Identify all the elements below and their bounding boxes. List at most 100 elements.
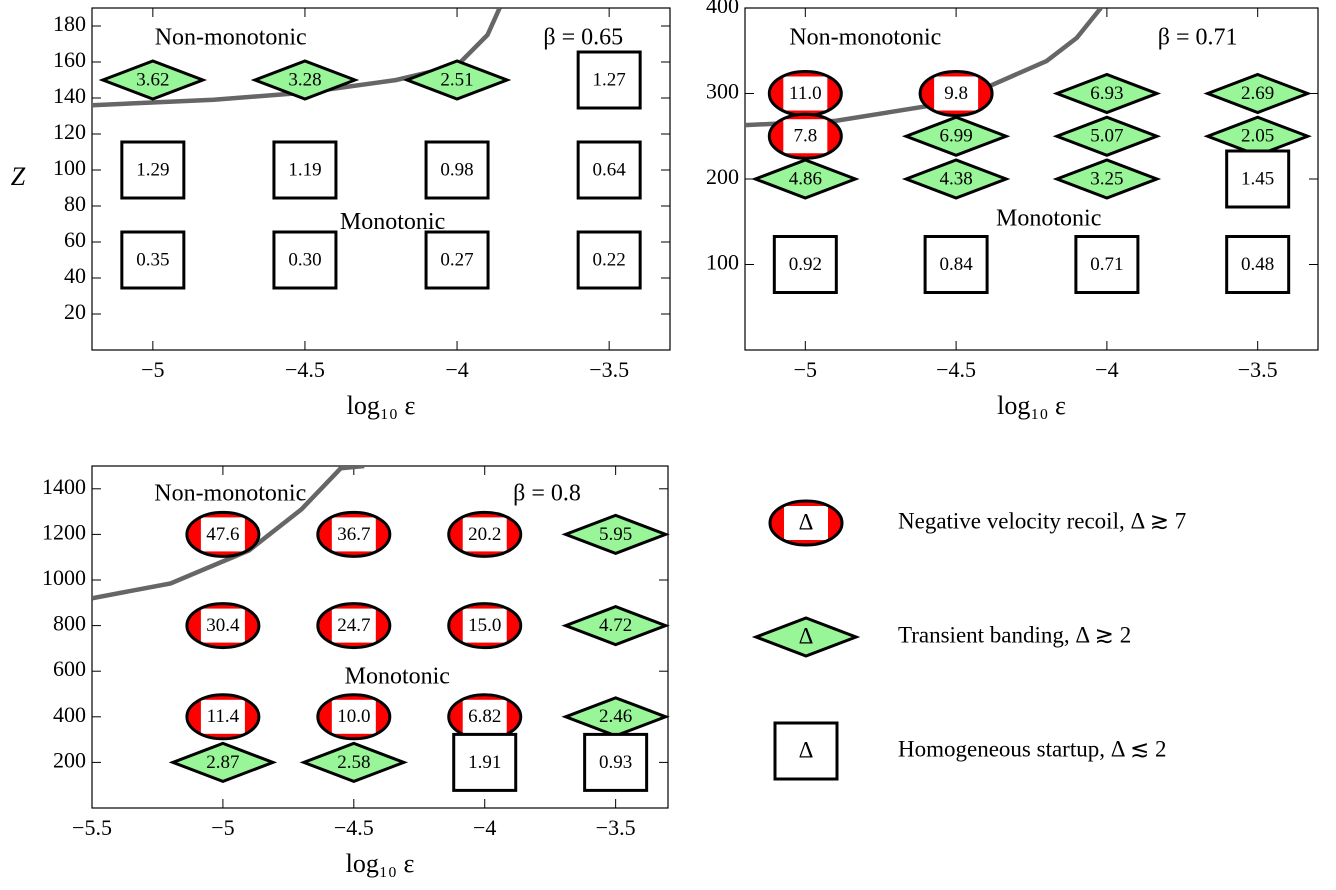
- data-label: 2.69: [1241, 83, 1274, 104]
- x-tick-label: −4.5: [936, 357, 976, 382]
- marker-ellipse: [316, 510, 392, 558]
- data-label: 10.0: [337, 706, 370, 727]
- x-tick-label: −3.5: [589, 357, 629, 382]
- x-tick-label: −4.5: [285, 357, 325, 382]
- x-tick-label: −3.5: [1238, 357, 1278, 382]
- marker-square: [272, 140, 338, 200]
- data-label: 24.7: [337, 615, 370, 636]
- marker-diamond: [1203, 115, 1312, 157]
- data-label: 0.35: [136, 249, 169, 270]
- data-label: 0.84: [939, 254, 973, 275]
- marker-diamond: [901, 158, 1011, 200]
- y-tick-label: 1400: [42, 474, 86, 499]
- data-label: 0.64: [593, 159, 627, 180]
- y-tick-label: 180: [53, 11, 86, 36]
- legend-marker: [751, 616, 861, 658]
- data-label: 4.72: [599, 615, 632, 636]
- data-label: 0.92: [789, 254, 822, 275]
- data-label: 0.71: [1090, 254, 1123, 275]
- marker-ellipse: [316, 602, 392, 650]
- data-label: 0.93: [599, 752, 632, 773]
- data-label: 2.51: [440, 69, 473, 90]
- y-tick-label: 60: [64, 227, 86, 252]
- data-label: 6.93: [1090, 83, 1123, 104]
- x-axis-label: log₁₀ ε: [347, 391, 416, 420]
- marker-ellipse: [767, 70, 843, 117]
- data-label: 20.2: [468, 524, 501, 545]
- marker-ellipse: [918, 70, 994, 117]
- marker-square: [923, 235, 989, 294]
- x-tick-label: −4: [473, 815, 496, 840]
- legend-marker: [773, 721, 839, 781]
- x-tick-label: −5: [141, 357, 164, 382]
- marker-diamond: [1052, 158, 1162, 200]
- marker-square: [272, 230, 338, 290]
- marker-ellipse: [447, 693, 523, 741]
- marker-square: [1225, 235, 1291, 294]
- data-label: 0.30: [288, 249, 321, 270]
- y-tick-label: 140: [53, 83, 86, 108]
- plot-frame: [91, 7, 671, 351]
- y-tick-label: 300: [706, 79, 739, 104]
- annotation: Non-monotonic: [154, 481, 306, 507]
- marker-ellipse: [185, 693, 261, 741]
- marker-square: [576, 140, 642, 200]
- annotation: β = 0.65: [543, 24, 623, 50]
- marker-square: [1225, 149, 1291, 209]
- annotation: Non-monotonic: [155, 24, 307, 50]
- marker-ellipse: [316, 693, 392, 741]
- marker-diamond: [98, 59, 208, 101]
- marker-square: [576, 50, 642, 110]
- data-label: 1.45: [1241, 168, 1274, 189]
- data-label: 0.22: [593, 249, 626, 270]
- x-tick-label: −4: [445, 357, 468, 382]
- marker-ellipse: [185, 510, 261, 558]
- marker-diamond: [168, 741, 278, 784]
- marker-square: [583, 732, 649, 792]
- x-tick-label: −5: [211, 815, 234, 840]
- y-tick-label: 800: [53, 611, 86, 636]
- legend-marker: [768, 499, 844, 547]
- data-label: 11.4: [207, 706, 240, 727]
- y-tick-label: 100: [706, 250, 739, 275]
- x-tick-label: −4.5: [334, 815, 374, 840]
- boundary-curve: [92, 8, 502, 108]
- data-label: 0.27: [440, 249, 473, 270]
- x-axis-label: log₁₀ ε: [997, 391, 1066, 420]
- y-tick-label: 160: [53, 47, 86, 72]
- data-label: 3.28: [288, 69, 321, 90]
- y-tick-label: 100: [53, 155, 86, 180]
- data-label: 6.99: [939, 126, 972, 147]
- y-tick-label: 1000: [42, 565, 86, 590]
- x-tick-label: −4: [1095, 357, 1118, 382]
- y-tick-label: 80: [64, 191, 86, 216]
- marker-square: [424, 140, 490, 200]
- y-tick-label: 1200: [42, 519, 86, 544]
- marker-square: [452, 732, 518, 792]
- data-label: 9.8: [944, 83, 968, 104]
- legend-symbol: Δ: [799, 509, 814, 534]
- data-label: 1.91: [468, 752, 501, 773]
- marker-diamond: [561, 513, 670, 556]
- y-axis-label: Z: [11, 162, 26, 191]
- y-tick-label: 600: [53, 656, 86, 681]
- data-label: 7.8: [793, 126, 817, 147]
- marker-diamond: [250, 59, 360, 101]
- annotation: Monotonic: [996, 206, 1101, 232]
- data-label: 5.07: [1090, 126, 1123, 147]
- y-tick-label: 200: [706, 164, 739, 189]
- y-tick-label: 400: [53, 702, 86, 727]
- data-label: 15.0: [468, 615, 501, 636]
- marker-square: [120, 140, 186, 200]
- marker-square: [424, 230, 490, 290]
- marker-diamond: [1052, 115, 1162, 157]
- data-label: 3.62: [136, 69, 169, 90]
- marker-ellipse: [185, 602, 261, 650]
- y-tick-label: 40: [64, 263, 86, 288]
- annotation: β = 0.71: [1158, 24, 1238, 50]
- data-label: 2.87: [206, 752, 239, 773]
- data-label: 0.48: [1241, 254, 1274, 275]
- data-label: 4.38: [939, 168, 972, 189]
- x-tick-label: −3.5: [596, 815, 636, 840]
